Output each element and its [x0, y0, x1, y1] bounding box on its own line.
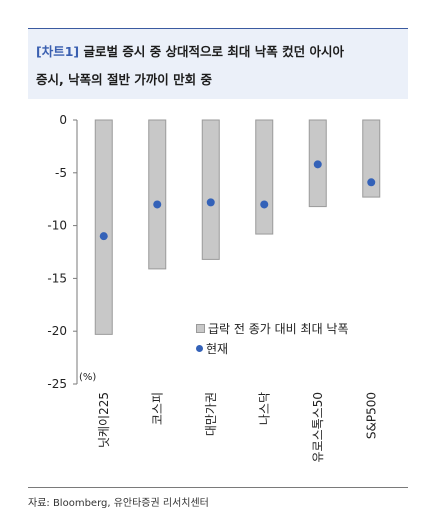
legend-marker-label: 현재	[206, 341, 229, 356]
y-tick-label: -5	[55, 166, 67, 180]
x-tick-label: 나스닥	[257, 392, 271, 425]
chart-header: [차트1] 글로벌 증시 중 상대적으로 최대 낙폭 컸던 아시아 증시, 낙폭…	[28, 28, 408, 99]
y-tick-label: -25	[47, 377, 67, 391]
current-marker	[206, 198, 215, 207]
current-marker	[260, 200, 269, 209]
current-marker	[153, 200, 162, 209]
chart-title-text: 글로벌 증시 중 상대적으로 최대 낙폭 컸던 아시아	[83, 44, 344, 59]
legend-item-marker: 현재	[196, 338, 349, 358]
source-note: 자료: Bloomberg, 유안타증권 리서치센터	[28, 498, 209, 509]
bar	[362, 119, 381, 198]
x-tick-label: 코스피	[150, 392, 164, 425]
y-axis-unit: (%)	[79, 372, 97, 383]
legend-bar-label: 급락 전 종가 대비 최대 낙폭	[208, 321, 349, 336]
current-marker	[313, 160, 322, 169]
bar	[255, 119, 274, 235]
bar	[94, 119, 113, 335]
y-tick-label: -10	[47, 219, 67, 233]
y-tick-label: -20	[47, 324, 67, 338]
chart-title-line-2: 증시, 낙폭의 절반 가까이 만회 중	[36, 72, 213, 87]
chart-tag: [차트1]	[36, 44, 80, 59]
current-marker	[367, 178, 376, 187]
legend-item-bar: 급락 전 종가 대비 최대 낙폭	[196, 318, 349, 338]
chart-title-line-1: [차트1] 글로벌 증시 중 상대적으로 최대 낙폭 컸던 아시아	[36, 41, 344, 60]
bar	[201, 119, 220, 260]
source-divider	[28, 487, 408, 488]
y-tick-label: 0	[59, 113, 67, 127]
x-tick-label: 닛케이225	[97, 392, 111, 448]
y-tick-label: -15	[47, 271, 67, 285]
legend: 급락 전 종가 대비 최대 낙폭 현재	[196, 318, 349, 358]
bar	[148, 119, 167, 270]
current-marker	[99, 232, 108, 241]
x-tick-label: 대만가권	[204, 392, 218, 436]
x-tick-label: 유로스톡스50	[311, 392, 325, 462]
x-tick-label: S&P500	[364, 392, 378, 439]
legend-marker-dot	[196, 344, 203, 352]
legend-bar-swatch	[196, 323, 205, 333]
